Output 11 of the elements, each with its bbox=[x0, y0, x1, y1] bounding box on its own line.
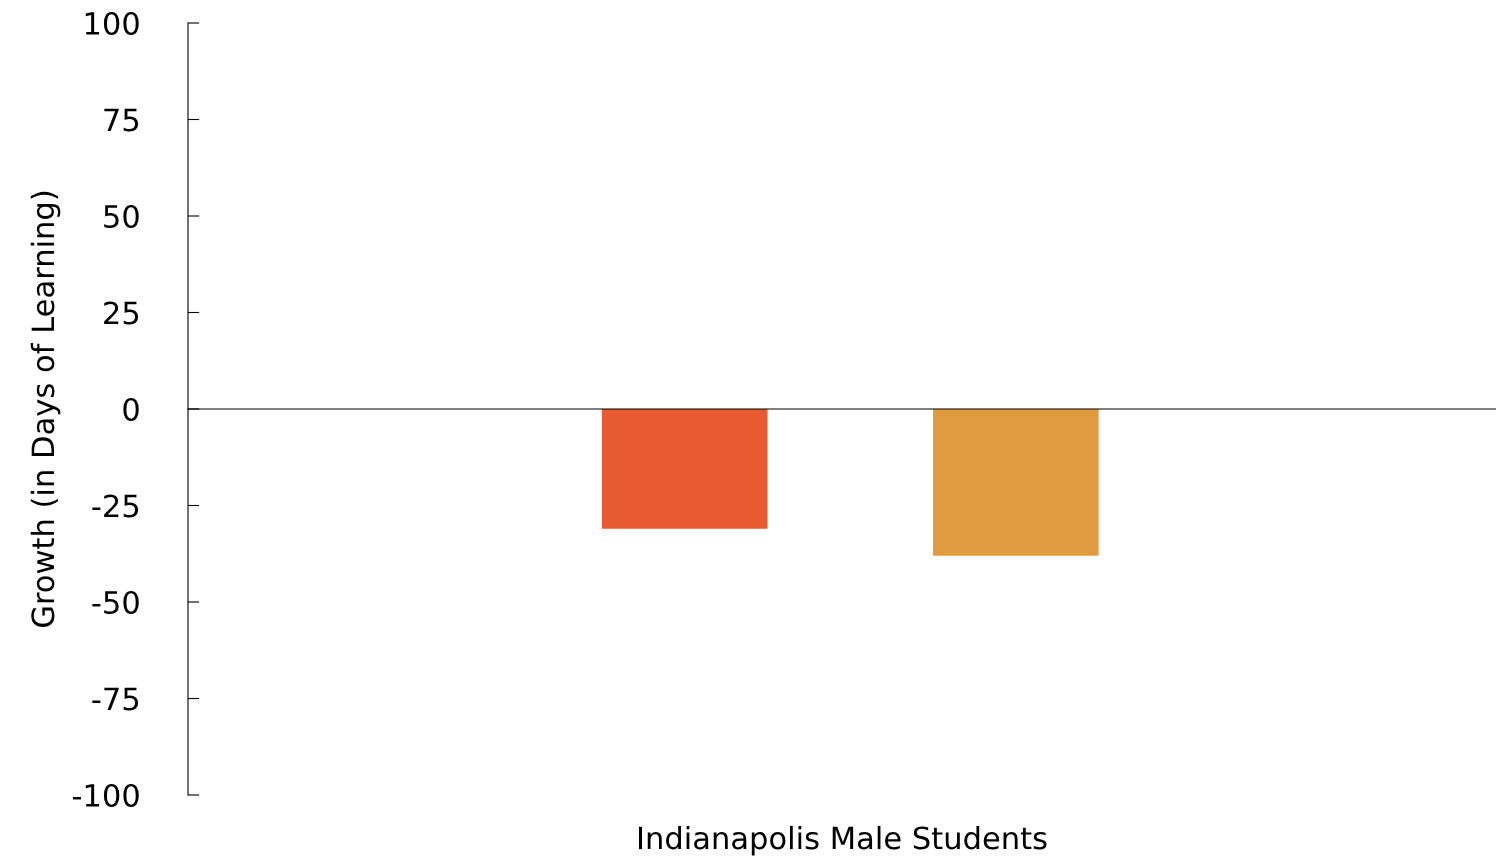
y-tick-label: 25 bbox=[104, 301, 139, 325]
y-tick-label: -75 bbox=[92, 687, 139, 711]
y-tick-label: 0 bbox=[123, 397, 139, 422]
y-tick-label: 75 bbox=[104, 108, 139, 132]
y-axis-title: Growth (in Days of Learning) bbox=[30, 191, 61, 628]
y-tick-label: -100 bbox=[72, 783, 139, 808]
x-axis-title: Indianapolis Male Students bbox=[638, 825, 1047, 856]
y-tick-label: -25 bbox=[92, 494, 139, 518]
y-tick-label: -50 bbox=[92, 590, 139, 615]
y-tick-label: 50 bbox=[104, 204, 139, 229]
y-tick-label: 100 bbox=[85, 11, 139, 36]
